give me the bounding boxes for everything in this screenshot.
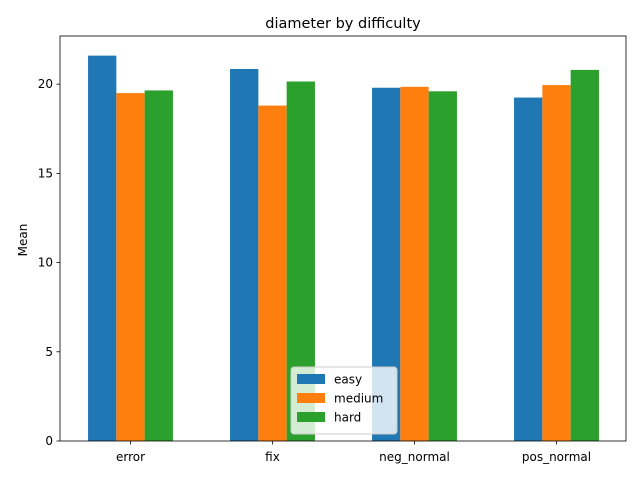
- x-tick-label: error: [116, 450, 145, 464]
- legend-swatch-hard: [297, 412, 325, 422]
- bar-medium-fix: [258, 105, 287, 441]
- y-tick-label: 15: [38, 166, 53, 180]
- legend: easy medium hard: [290, 366, 398, 435]
- bar-hard-error: [144, 90, 173, 442]
- legend-label-medium: medium: [334, 392, 383, 406]
- bar-hard-neg_normal: [428, 91, 457, 441]
- y-tick-label: 5: [45, 345, 53, 359]
- x-tick-label: neg_normal: [379, 450, 450, 464]
- legend-swatch-easy: [297, 374, 325, 384]
- bar-medium-neg_normal: [400, 86, 429, 441]
- legend-swatch-medium: [297, 393, 325, 403]
- y-tick-label: 20: [38, 77, 53, 91]
- y-axis-label: Mean: [16, 224, 30, 257]
- legend-label-hard: hard: [334, 411, 361, 425]
- axes-layer: 0 5 10 15 20 error fix neg_normal pos_normal: [38, 35, 627, 464]
- plot-frame: [59, 35, 627, 442]
- y-tick-label: 10: [38, 256, 53, 270]
- bar-easy-pos_normal: [514, 97, 543, 442]
- x-tick-label: pos_normal: [522, 450, 591, 464]
- bar-hard-pos_normal: [570, 69, 599, 442]
- x-tick-label: fix: [265, 450, 280, 464]
- legend-label-easy: easy: [334, 373, 362, 387]
- bar-medium-error: [116, 93, 145, 441]
- y-tick-label: 0: [45, 434, 53, 448]
- bar-easy-error: [88, 55, 117, 441]
- bar-medium-pos_normal: [542, 85, 571, 441]
- chart-title: diameter by difficulty: [265, 16, 421, 32]
- bar-easy-fix: [230, 69, 259, 441]
